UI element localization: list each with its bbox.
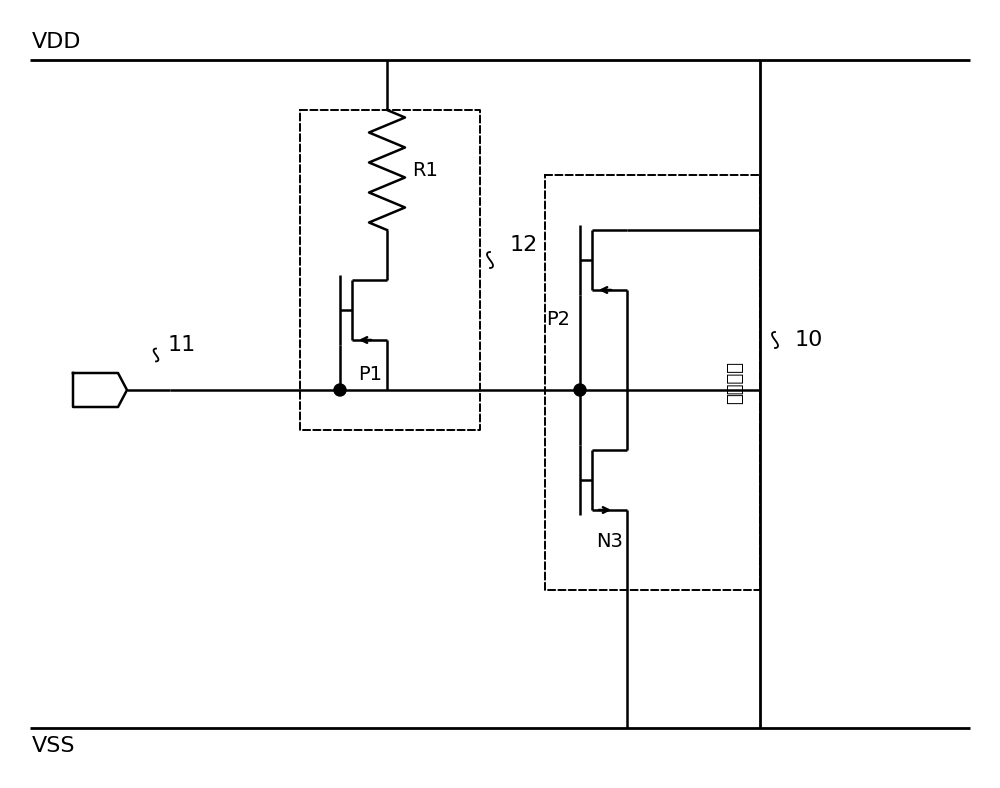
Text: VSS: VSS — [32, 736, 76, 756]
Text: N3: N3 — [597, 532, 623, 551]
Text: 11: 11 — [168, 335, 196, 355]
Text: R1: R1 — [412, 161, 438, 180]
Text: 10: 10 — [795, 330, 823, 350]
Text: 内部电路: 内部电路 — [726, 360, 744, 403]
Circle shape — [334, 384, 346, 396]
Text: VDD: VDD — [32, 32, 82, 52]
Text: P1: P1 — [358, 365, 382, 384]
Text: 12: 12 — [510, 235, 538, 255]
Text: P2: P2 — [546, 310, 570, 329]
Circle shape — [574, 384, 586, 396]
